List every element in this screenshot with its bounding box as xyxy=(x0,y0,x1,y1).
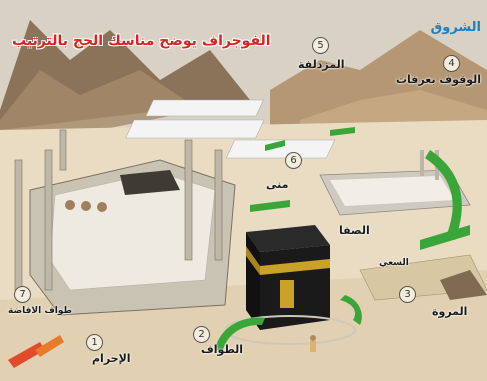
step-number-5: 5 xyxy=(312,37,329,54)
step-number-2: 2 xyxy=(193,326,210,343)
masjid-al-haram xyxy=(14,129,236,316)
step-number-7: 7 xyxy=(14,286,31,303)
label-safa: الصفا xyxy=(339,224,370,237)
step-label-ihram: الإحرام xyxy=(92,352,131,365)
ihram-arrows xyxy=(8,335,64,368)
step-label-tawaf-ifadah: طواف الافاضة xyxy=(8,306,73,316)
step-number-3: 3 xyxy=(399,286,416,303)
page-title: الفوجراف يوضح مناسك الحج بالترتيب xyxy=(12,33,271,49)
step-label-marwa: المروة xyxy=(432,305,468,318)
step-label-arafat: الوقوف بعرفات xyxy=(396,73,482,86)
step-number-6: 6 xyxy=(285,152,302,169)
pilgrim-figure xyxy=(310,335,316,352)
kaaba xyxy=(224,225,356,345)
step-number-1: 1 xyxy=(86,334,103,351)
label-saee: السعي xyxy=(379,258,409,268)
step-number-4: 4 xyxy=(443,55,460,72)
route-arrows xyxy=(215,127,470,350)
tents-arafat xyxy=(125,99,265,139)
safa-mosque xyxy=(319,150,471,216)
newspaper-logo: الشروق xyxy=(430,20,481,35)
step-label-mina: منى xyxy=(266,178,289,191)
tents-mina xyxy=(225,139,336,159)
marwa-hill xyxy=(440,270,487,300)
step-label-muzdalifah: المزدلفة xyxy=(298,58,345,71)
step-label-tawaf: الطواف xyxy=(201,343,244,356)
